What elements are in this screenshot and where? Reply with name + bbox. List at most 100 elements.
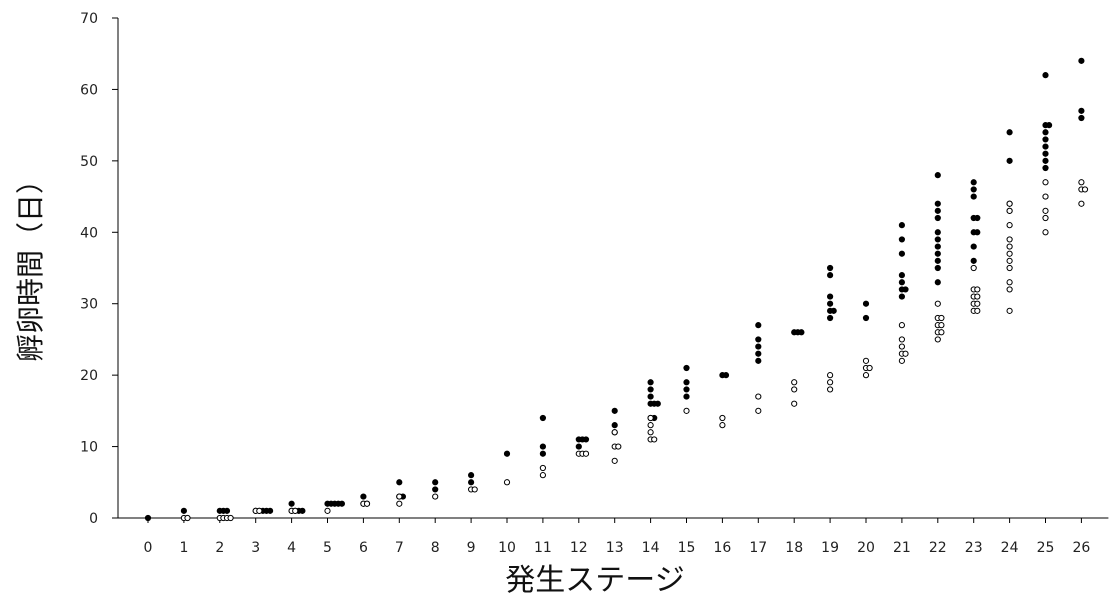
- filled-data-point: [755, 357, 762, 364]
- open-data-point: [755, 393, 762, 400]
- filled-data-point: [338, 500, 345, 507]
- open-data-point: [539, 464, 547, 472]
- filled-data-point: [1042, 150, 1049, 157]
- open-data-point: [898, 343, 906, 350]
- filled-data-point: [396, 479, 403, 486]
- x-tick-label: 9: [467, 540, 476, 556]
- filled-data-point: [1042, 72, 1049, 79]
- filled-data-point: [539, 443, 547, 450]
- open-data-point: [1006, 243, 1013, 250]
- filled-data-point: [755, 343, 762, 350]
- filled-data-point: [1006, 129, 1013, 136]
- filled-data-point: [898, 236, 906, 243]
- filled-data-point: [898, 293, 906, 300]
- filled-data-point: [360, 493, 367, 500]
- filled-data-point: [1042, 136, 1049, 143]
- open-data-point: [938, 329, 945, 336]
- x-tick-label: 5: [323, 540, 332, 556]
- open-data-point: [934, 300, 941, 307]
- filled-data-point: [1078, 107, 1085, 114]
- axes: [117, 18, 1109, 519]
- x-axis-ticks: 0 1 2 3 4 5 6 7 8 9 10 11 12 13 14 15 16 17 18 19 20 21 22 23 24…: [144, 518, 1090, 556]
- open-data-point: [647, 429, 654, 436]
- filled-data-point: [582, 436, 590, 443]
- y-axis-ticks: 0 10 20 30 40 50 60 70: [80, 11, 118, 527]
- x-tick-label: 23: [965, 540, 983, 556]
- x-tick-label: 7: [395, 540, 404, 556]
- x-tick-label: 15: [678, 540, 696, 556]
- x-tick-label: 19: [821, 540, 839, 556]
- filled-data-point: [898, 272, 906, 279]
- y-tick-label: 50: [80, 154, 98, 170]
- open-data-point: [1006, 250, 1013, 257]
- filled-data-point: [722, 372, 730, 379]
- filled-data-point: [1042, 157, 1049, 164]
- open-data-point: [791, 379, 798, 386]
- filled-data-point: [827, 300, 834, 307]
- filled-data-point: [683, 386, 690, 393]
- open-data-point: [1042, 193, 1049, 200]
- filled-data-point: [934, 279, 941, 286]
- open-data-point: [582, 450, 590, 457]
- filled-data-point: [468, 472, 475, 479]
- open-data-point: [862, 357, 870, 364]
- open-data-point: [1006, 307, 1013, 314]
- x-tick-label: 2: [215, 540, 224, 556]
- filled-data-point: [647, 379, 654, 386]
- filled-data-point: [611, 422, 618, 429]
- open-data-point: [1042, 229, 1049, 236]
- open-data-point: [1006, 207, 1013, 214]
- filled-data-point: [934, 243, 941, 250]
- open-data-point: [324, 507, 331, 514]
- open-data-point: [827, 372, 834, 379]
- open-data-point: [974, 300, 981, 307]
- open-data-point: [902, 350, 909, 357]
- filled-data-point: [974, 214, 981, 222]
- y-tick-label: 40: [80, 225, 98, 241]
- filled-data-point: [1046, 122, 1053, 129]
- y-tick-label: 10: [80, 440, 98, 456]
- filled-data-point: [755, 322, 762, 329]
- open-data-point: [1006, 279, 1013, 286]
- open-data-point: [363, 500, 371, 507]
- open-data-point: [719, 422, 726, 429]
- open-data-point: [755, 407, 762, 414]
- filled-data-point: [934, 200, 941, 207]
- open-data-point: [1078, 179, 1085, 186]
- filled-data-point: [798, 329, 805, 336]
- open-data-point: [934, 336, 941, 343]
- filled-data-point: [934, 264, 941, 272]
- open-data-point: [396, 500, 403, 507]
- open-data-point: [970, 264, 977, 272]
- filled-data-point: [1042, 143, 1049, 150]
- x-tick-label: 13: [606, 540, 624, 556]
- open-data-point: [1042, 214, 1049, 222]
- x-tick-label: 3: [251, 540, 260, 556]
- filled-data-point: [432, 479, 439, 486]
- filled-data-point: [827, 293, 834, 300]
- open-data-point: [647, 422, 654, 429]
- open-data-point: [651, 436, 658, 443]
- filled-data-point: [683, 364, 690, 372]
- open-data-point: [938, 314, 945, 322]
- open-data-point: [539, 472, 547, 479]
- open-data-point: [1006, 236, 1013, 243]
- filled-data-point: [1078, 57, 1085, 64]
- filled-data-point: [970, 243, 977, 250]
- filled-data-point: [647, 386, 654, 393]
- open-data-point: [1081, 186, 1089, 193]
- filled-data-point: [654, 400, 661, 407]
- filled-data-point: [288, 500, 295, 507]
- open-data-point: [683, 407, 690, 414]
- filled-data-point: [934, 207, 941, 214]
- open-data-point: [396, 493, 403, 500]
- open-data-point: [1006, 257, 1013, 264]
- x-tick-label: 6: [359, 540, 368, 556]
- x-tick-label: 4: [287, 540, 296, 556]
- filled-data-point: [683, 379, 690, 386]
- y-tick-label: 30: [80, 297, 98, 313]
- x-tick-label: 20: [857, 540, 875, 556]
- filled-data-point: [970, 179, 977, 186]
- open-data-point: [1006, 264, 1013, 272]
